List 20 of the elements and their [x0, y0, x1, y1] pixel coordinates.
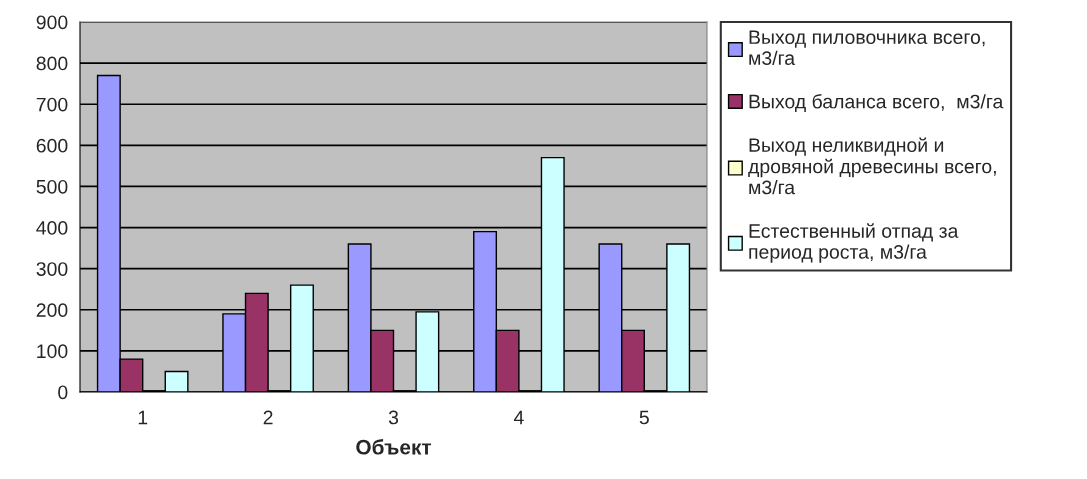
x-tick-label: 4 [513, 410, 524, 425]
y-tick-label: 600 [36, 138, 68, 153]
legend-label: Выход неликвидной и дровяной древесины всего, м3/га [748, 137, 996, 195]
y-tick-label: 200 [36, 303, 68, 318]
legend-label: Выход баланса всего, м3/га [749, 93, 1004, 113]
x-tick-label: 5 [639, 410, 649, 425]
y-tick-label: 0 [58, 385, 68, 400]
y-tick-label: 500 [36, 179, 68, 194]
legend-label: Естественный отпад за период роста, м3/га [749, 223, 959, 263]
y-tick-label: 900 [36, 15, 68, 30]
x-tick-label: 3 [388, 410, 399, 425]
y-tick-label: 300 [36, 262, 68, 276]
y-tick-label: 400 [36, 221, 68, 235]
y-tick-label: 800 [36, 56, 68, 71]
y-tick-label: 700 [36, 97, 68, 112]
x-tick-label: 2 [263, 410, 273, 425]
legend-label: Выход пиловочника всего, м3/га [749, 30, 985, 65]
x-tick-label: 1 [138, 410, 148, 425]
y-tick-label: 100 [37, 344, 68, 359]
x-axis-title: Объект [356, 439, 432, 455]
